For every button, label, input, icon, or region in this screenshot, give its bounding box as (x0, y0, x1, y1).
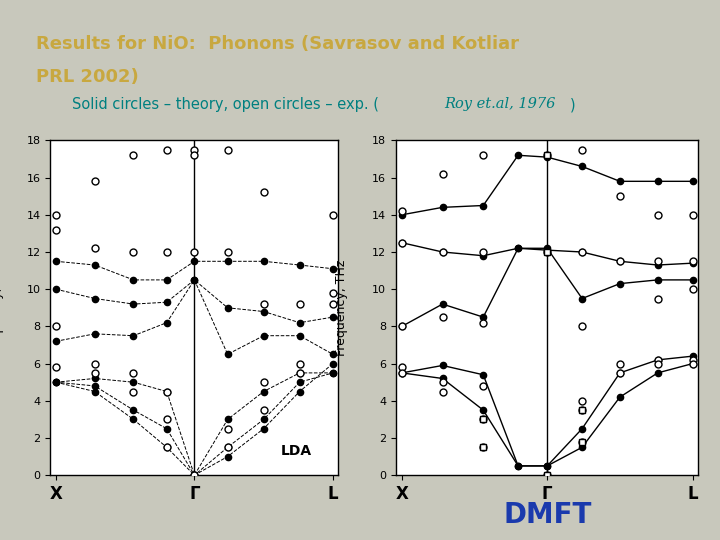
Y-axis label: Frequency, THz: Frequency, THz (0, 260, 4, 356)
Y-axis label: Frequency, THz: Frequency, THz (335, 260, 348, 356)
Text: Roy et.al, 1976: Roy et.al, 1976 (444, 97, 556, 111)
Text: Solid circles – theory, open circles – exp. (: Solid circles – theory, open circles – e… (72, 97, 379, 112)
Text: DMFT: DMFT (503, 501, 591, 529)
Text: PRL 2002): PRL 2002) (36, 68, 139, 85)
Text: ): ) (570, 97, 576, 112)
Text: Results for NiO:  Phonons (Savrasov and Kotliar: Results for NiO: Phonons (Savrasov and K… (36, 35, 519, 53)
Text: LDA: LDA (281, 444, 312, 458)
